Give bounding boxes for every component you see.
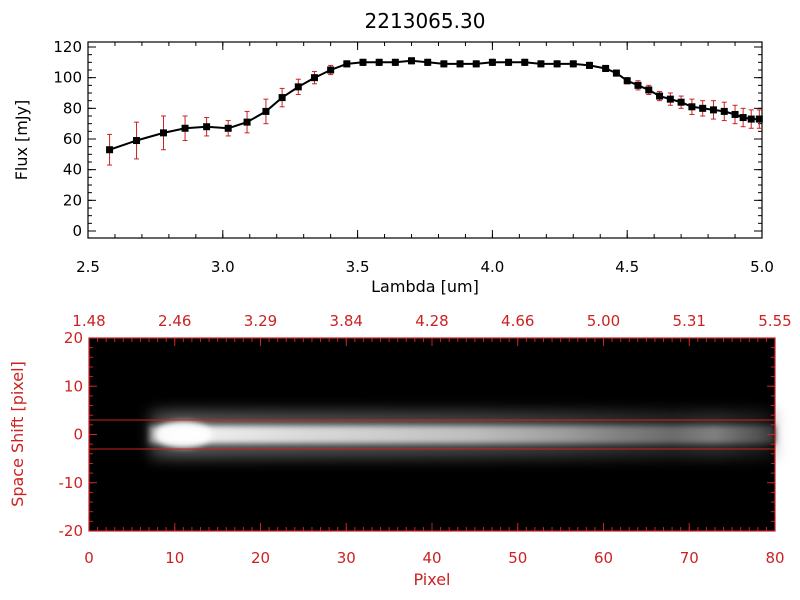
- spectrum-point: [327, 66, 335, 74]
- spectrum-point: [375, 58, 383, 66]
- image-xtick-label: 0: [84, 549, 94, 567]
- spectrum-point: [408, 57, 416, 65]
- spectrum-point: [262, 107, 270, 115]
- image-top-tick-label: 4.66: [501, 312, 534, 330]
- spectrum-point: [677, 98, 685, 106]
- spectrum-point: [569, 60, 577, 68]
- image-top-tick-label: 5.55: [758, 312, 791, 330]
- spectrum-point: [159, 129, 167, 137]
- spectrum-point: [585, 61, 593, 69]
- image-top-tick-label: 4.28: [415, 312, 448, 330]
- image-xtick-label: 60: [594, 549, 613, 567]
- image-plot: 0 10 20 30 40 50 60 70 80 1.48 2.46 3.29 3.84 4.28 4.6…: [8, 312, 792, 589]
- image-trace: [149, 410, 775, 459]
- spectrum-point: [343, 60, 351, 68]
- image-xtick-label: 50: [508, 549, 527, 567]
- spectrum-title: 2213065.30: [365, 9, 486, 33]
- spectrum-point: [612, 69, 620, 77]
- spectrum-point: [699, 104, 707, 112]
- trace-core: [149, 425, 775, 444]
- image-xtick-label: 80: [765, 549, 784, 567]
- image-xtick-label: 70: [680, 549, 699, 567]
- spectrum-point: [106, 146, 114, 154]
- spectrum-ticks: 2.5 3.0 3.5 4.0 4.5 5.0 0 20 40 60 80 100 120: [53, 38, 774, 276]
- image-ytick-label: 20: [64, 329, 83, 347]
- spectrum-point: [181, 124, 189, 132]
- image-xtick-label: 20: [251, 549, 270, 567]
- spectrum-point: [424, 58, 432, 66]
- spectrum-point: [634, 81, 642, 89]
- spectrum-point: [505, 58, 513, 66]
- spectrum-xtick-label: 2.5: [76, 258, 100, 276]
- spectrum-point: [310, 74, 318, 82]
- spectrum-ytick-label: 60: [63, 130, 82, 148]
- spectrum-point: [623, 77, 631, 85]
- spectrum-point: [537, 60, 545, 68]
- spectrum-xlabel: Lambda [um]: [371, 277, 479, 296]
- image-ytick-label: 10: [64, 377, 83, 395]
- spectrum-ytick-label: 80: [63, 99, 82, 117]
- spectrum-xtick-label: 5.0: [750, 258, 774, 276]
- spectrum-point: [294, 83, 302, 91]
- spectrum-point: [666, 95, 674, 103]
- spectrum-point: [359, 58, 367, 66]
- spectrum-point: [133, 137, 141, 145]
- spectrum-ytick-label: 100: [53, 69, 82, 87]
- image-top-tick-label: 1.48: [72, 312, 105, 330]
- image-xtick-label: 40: [422, 549, 441, 567]
- spectrum-point: [224, 124, 232, 132]
- spectrum-point: [656, 92, 664, 100]
- spectrum-point: [747, 115, 755, 123]
- spectrum-point: [602, 64, 610, 72]
- image-top-tick-label: 5.31: [673, 312, 706, 330]
- spectrum-plot: 2213065.30 2.5 3.0 3.5 4.0 4.5 5.0 0 20 40 60 80 10…: [12, 9, 774, 296]
- spectrum-point: [456, 60, 464, 68]
- image-top-tick-label: 5.00: [587, 312, 620, 330]
- image-xtick-label: 10: [165, 549, 184, 567]
- spectrum-point: [755, 115, 763, 123]
- spectrum-axes-frame: [87, 41, 763, 239]
- spectrum-ytick-label: 0: [72, 222, 82, 240]
- spectrum-point: [521, 58, 529, 66]
- spectrum-point: [720, 107, 728, 115]
- image-ytick-label: 0: [73, 426, 83, 444]
- spectrum-point: [645, 86, 653, 94]
- spectrum-point: [731, 110, 739, 118]
- spectrum-point: [488, 58, 496, 66]
- trace-peak: [155, 421, 212, 448]
- spectrum-point: [440, 60, 448, 68]
- image-xlabel: Pixel: [413, 570, 450, 589]
- spectrum-xtick-label: 3.5: [346, 258, 370, 276]
- image-top-tick-label: 2.46: [158, 312, 191, 330]
- spectrum-xtick-label: 4.0: [480, 258, 504, 276]
- spectrum-ytick-label: 20: [63, 191, 82, 209]
- image-top-tick-label: 3.29: [244, 312, 277, 330]
- spectrum-point: [688, 103, 696, 111]
- image-top-tick-label: 3.84: [330, 312, 363, 330]
- spectrum-point: [739, 114, 747, 122]
- extraction-window: [89, 419, 775, 450]
- spectrum-xtick-label: 4.5: [615, 258, 639, 276]
- spectrum-data: [106, 57, 763, 166]
- image-ytick-label: -20: [59, 522, 84, 540]
- spectrum-point: [553, 60, 561, 68]
- spectrum-ytick-label: 40: [63, 161, 82, 179]
- spectrum-ylabel: Flux [mJy]: [12, 100, 31, 181]
- spectrum-point: [709, 106, 717, 114]
- spectrum-xtick-label: 3.0: [211, 258, 235, 276]
- spectrum-point: [391, 58, 399, 66]
- spectrum-point: [203, 123, 211, 131]
- image-ytick-label: -10: [59, 474, 84, 492]
- spectrum-ytick-label: 120: [53, 38, 82, 56]
- image-xtick-label: 30: [337, 549, 356, 567]
- image-ylabel: Space Shift [pixel]: [8, 361, 27, 507]
- spectrum-point: [472, 60, 480, 68]
- spectrum-point: [243, 118, 251, 126]
- spectrum-point: [278, 94, 286, 102]
- image-ticks: 0 10 20 30 40 50 60 70 80 1.48 2.46 3.29 3.84 4.28 4.6…: [59, 312, 792, 567]
